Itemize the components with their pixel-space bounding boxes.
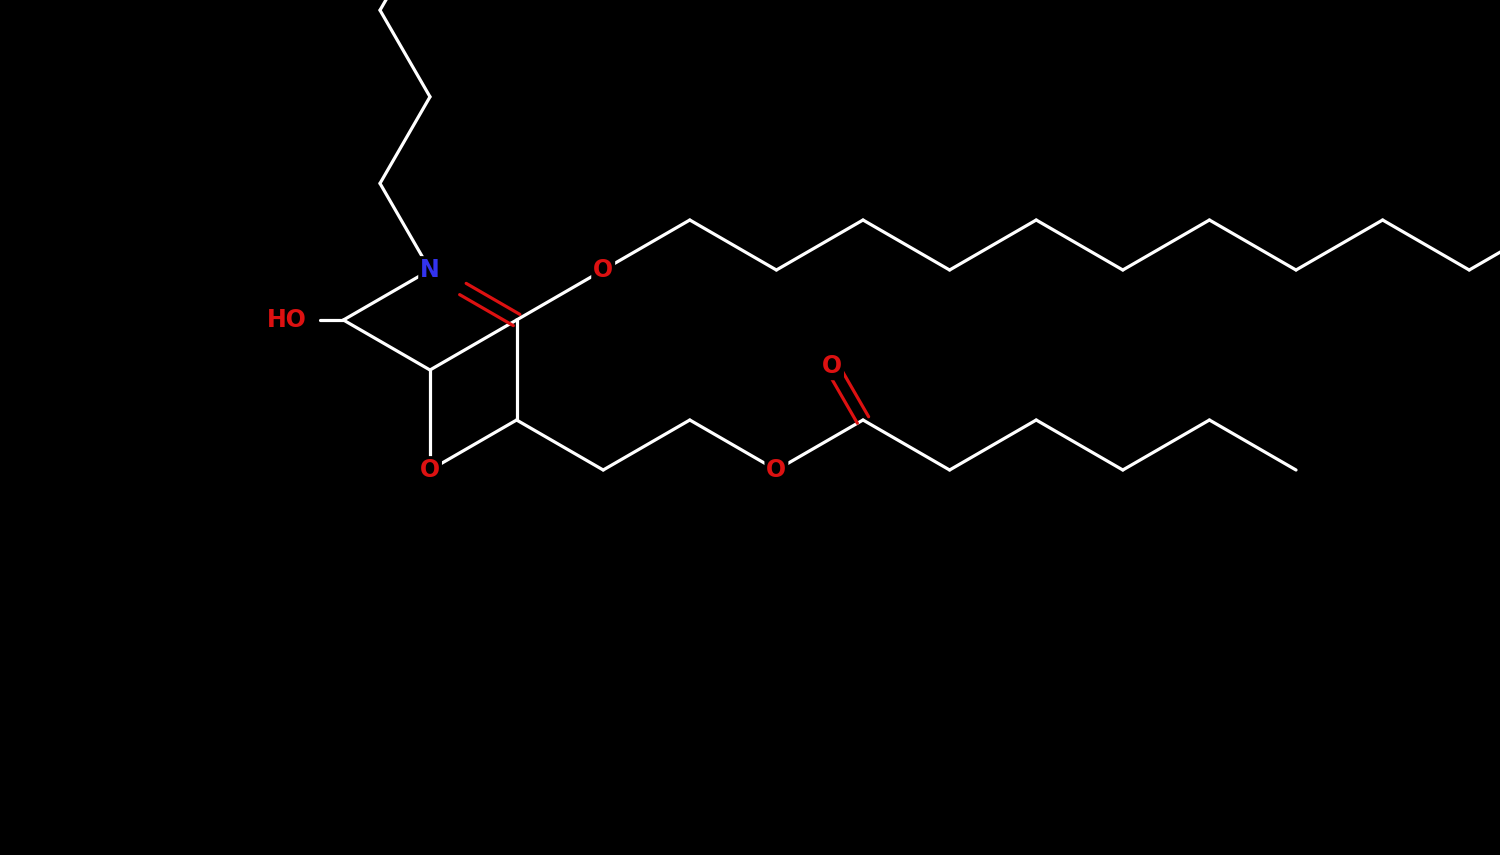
Text: O: O bbox=[766, 458, 786, 482]
Text: N: N bbox=[420, 258, 440, 282]
Text: O: O bbox=[822, 354, 842, 378]
Text: HO: HO bbox=[267, 308, 306, 332]
Text: O: O bbox=[592, 258, 613, 282]
Text: O: O bbox=[420, 458, 440, 482]
